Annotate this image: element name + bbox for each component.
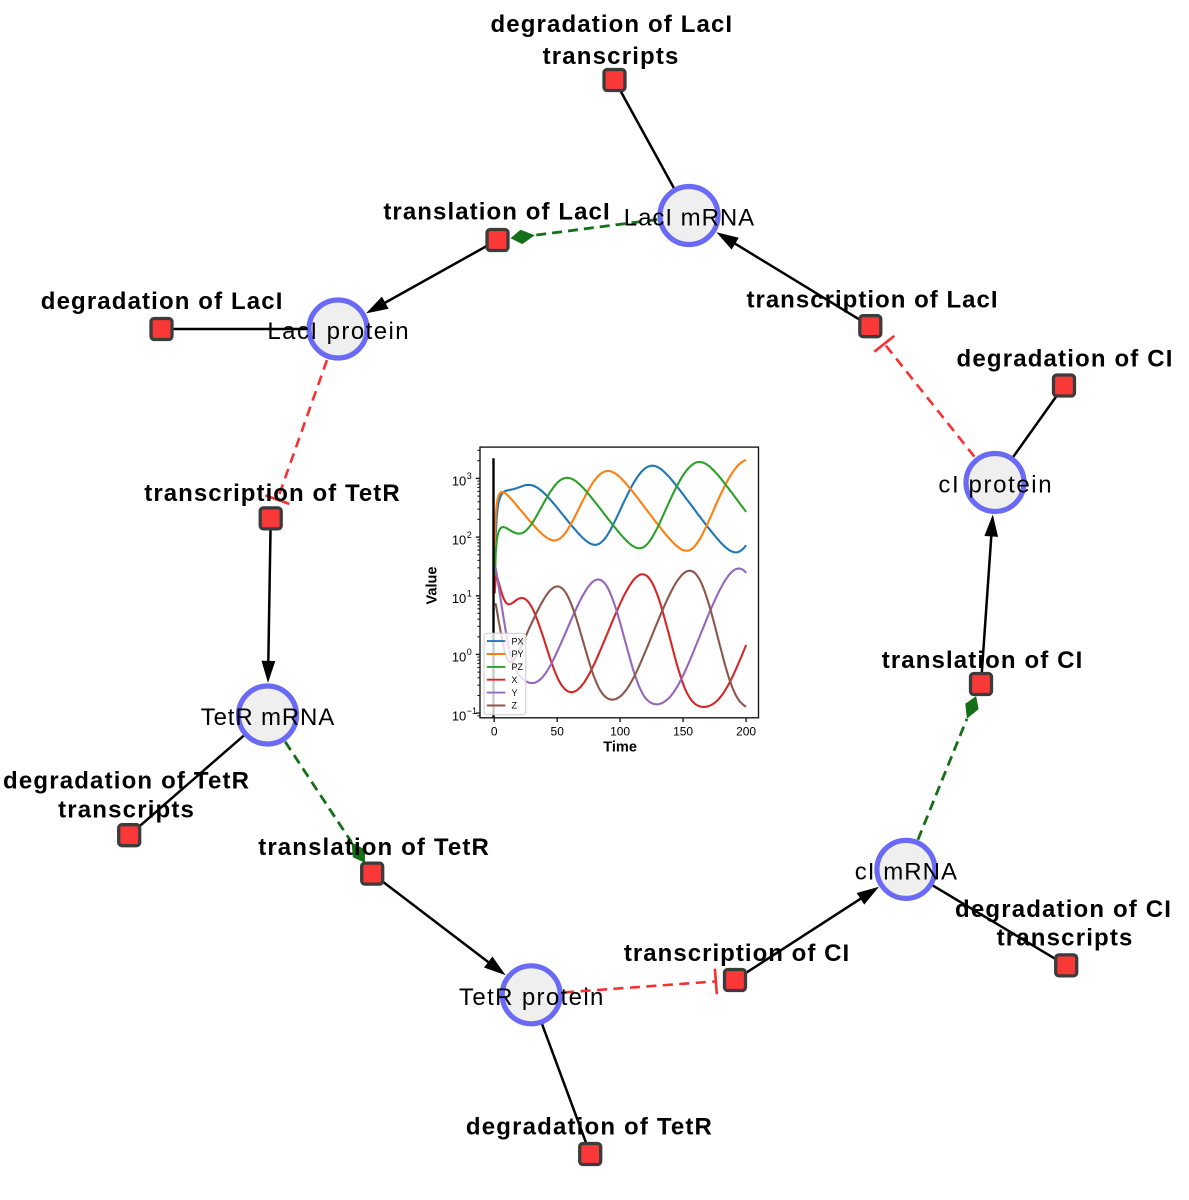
svg-text:0: 0 [467,647,472,657]
svg-text:Time: Time [603,740,637,756]
svg-text:transcripts: transcripts [58,797,194,824]
svg-text:TetR mRNA: TetR mRNA [201,704,335,731]
svg-text:10: 10 [452,591,466,606]
svg-text:X: X [512,675,518,685]
svg-text:50: 50 [551,724,565,738]
svg-text:degradation of CI: degradation of CI [957,346,1173,373]
svg-text:transcription of CI: transcription of CI [624,940,849,967]
svg-text:PY: PY [512,649,524,659]
svg-text:translation of CI: translation of CI [882,647,1083,674]
svg-text:PZ: PZ [512,662,524,672]
svg-text:degradation of TetR: degradation of TetR [466,1113,712,1140]
svg-text:degradation of TetR: degradation of TetR [3,768,249,795]
svg-text:10: 10 [452,708,466,723]
svg-text:transcription of LacI: transcription of LacI [746,287,997,314]
svg-text:transcripts: transcripts [543,43,679,70]
svg-text:translation of TetR: translation of TetR [258,834,489,861]
svg-text:1: 1 [467,589,472,599]
svg-text:150: 150 [673,724,693,738]
svg-text:10: 10 [452,650,466,665]
svg-text:cI protein: cI protein [938,472,1051,499]
svg-text:transcription of TetR: transcription of TetR [144,480,399,507]
svg-text:degradation of LacI: degradation of LacI [41,288,283,315]
svg-text:LacI mRNA: LacI mRNA [624,205,754,232]
svg-text:TetR protein: TetR protein [459,984,603,1011]
svg-text:cI mRNA: cI mRNA [855,858,957,885]
svg-text:translation of LacI: translation of LacI [383,199,609,226]
svg-text:PX: PX [512,636,524,646]
svg-text:Value: Value [425,567,441,605]
svg-text:0: 0 [491,724,498,738]
svg-text:LacI protein: LacI protein [267,318,408,345]
svg-text:2: 2 [467,530,472,540]
svg-text:Y: Y [512,688,518,698]
svg-text:Z: Z [512,701,518,711]
svg-text:−1: −1 [467,706,477,716]
svg-text:degradation of CI: degradation of CI [955,896,1171,923]
svg-text:100: 100 [610,724,630,738]
svg-text:3: 3 [467,471,472,481]
svg-text:10: 10 [452,474,466,489]
svg-text:10: 10 [452,532,466,547]
svg-text:200: 200 [736,724,756,738]
svg-text:degradation of LacI: degradation of LacI [491,11,733,38]
svg-text:transcripts: transcripts [997,925,1133,952]
